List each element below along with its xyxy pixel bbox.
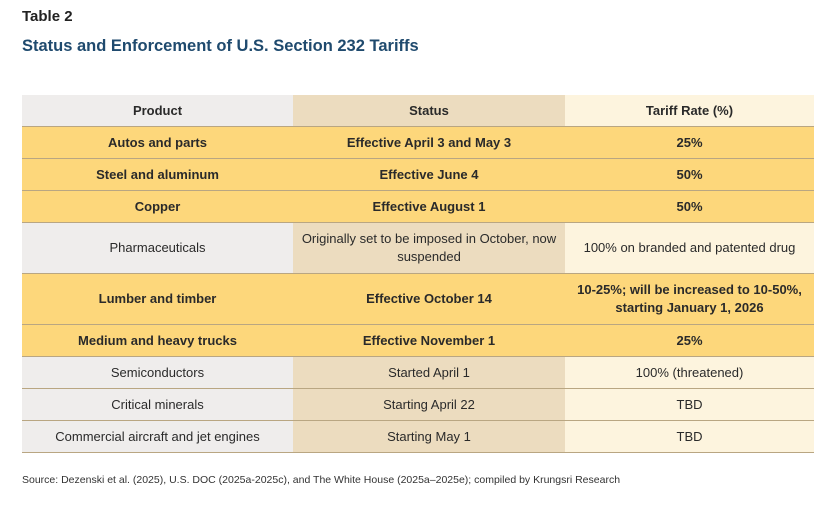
- rate-cell: 10-25%; will be increased to 10-50%, sta…: [565, 273, 814, 325]
- table-row: Steel and aluminum Effective June 4 50%: [22, 158, 814, 191]
- status-cell: Effective June 4: [293, 158, 565, 191]
- table-row: Lumber and timber Effective October 14 10-…: [22, 273, 814, 325]
- header-rate: Tariff Rate (%): [565, 95, 814, 127]
- table-title: Status and Enforcement of U.S. Section 2…: [22, 37, 419, 55]
- status-cell: Starting April 22: [293, 388, 565, 421]
- table-row: Commercial aircraft and jet engines Start…: [22, 420, 814, 453]
- product-cell: Steel and aluminum: [22, 158, 293, 191]
- status-cell: Effective April 3 and May 3: [293, 126, 565, 159]
- table-row: Pharmaceuticals Originally set to be impo…: [22, 222, 814, 274]
- status-cell: Originally set to be imposed in October,…: [293, 222, 565, 274]
- product-cell: Autos and parts: [22, 126, 293, 159]
- table-row: Semiconductors Started April 1 100% (threa…: [22, 356, 814, 389]
- rate-cell: 100% on branded and patented drug: [565, 222, 814, 274]
- status-cell: Starting May 1: [293, 420, 565, 453]
- product-cell: Medium and heavy trucks: [22, 324, 293, 357]
- table-label: Table 2: [22, 8, 73, 25]
- source-note: Source: Dezenski et al. (2025), U.S. DOC…: [22, 474, 621, 486]
- product-cell: Commercial aircraft and jet engines: [22, 420, 293, 453]
- status-cell: Effective August 1: [293, 190, 565, 223]
- rate-cell: 50%: [565, 190, 814, 223]
- rate-cell: 25%: [565, 126, 814, 159]
- table-row: Critical minerals Starting April 22 TBD: [22, 388, 814, 421]
- table-row: Autos and parts Effective April 3 and May…: [22, 126, 814, 159]
- rate-cell: 100% (threatened): [565, 356, 814, 389]
- tariff-table: Product Status Tariff Rate (%) Autos and…: [22, 95, 814, 453]
- header-row: Product Status Tariff Rate (%): [22, 95, 814, 127]
- rate-cell: TBD: [565, 388, 814, 421]
- product-cell: Pharmaceuticals: [22, 222, 293, 274]
- rate-cell: 25%: [565, 324, 814, 357]
- rate-cell: TBD: [565, 420, 814, 453]
- header-product: Product: [22, 95, 293, 127]
- product-cell: Lumber and timber: [22, 273, 293, 325]
- table-row: Medium and heavy trucks Effective Novembe…: [22, 324, 814, 357]
- status-cell: Effective November 1: [293, 324, 565, 357]
- product-cell: Copper: [22, 190, 293, 223]
- status-cell: Effective October 14: [293, 273, 565, 325]
- product-cell: Critical minerals: [22, 388, 293, 421]
- rate-cell: 50%: [565, 158, 814, 191]
- product-cell: Semiconductors: [22, 356, 293, 389]
- header-status: Status: [293, 95, 565, 127]
- status-cell: Started April 1: [293, 356, 565, 389]
- table-row: Copper Effective August 1 50%: [22, 190, 814, 223]
